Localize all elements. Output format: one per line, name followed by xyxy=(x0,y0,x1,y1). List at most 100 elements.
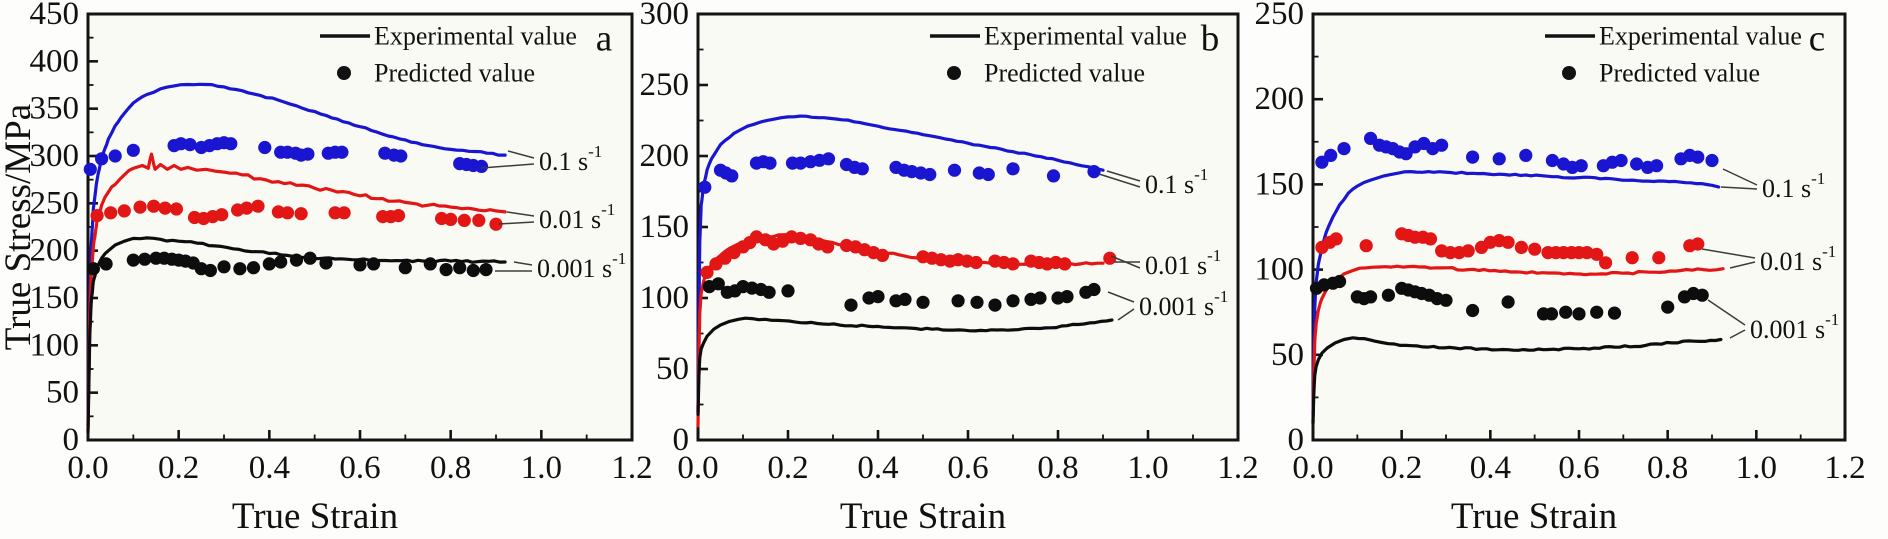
x-tick-label: 0.2 xyxy=(767,450,808,486)
x-tick-label: 0.2 xyxy=(158,450,199,486)
y-tick-label: 250 xyxy=(1255,0,1305,32)
x-tick-label: 0.4 xyxy=(1470,450,1511,486)
strain-rate-label: 0.1 s-1 xyxy=(1762,169,1825,203)
y-tick-label: 50 xyxy=(656,351,689,387)
annotation-0.1s: 0.1 s-1 xyxy=(480,142,602,176)
leader-line xyxy=(1110,255,1141,269)
y-tick-label: 100 xyxy=(640,280,690,316)
curve-0.001-s-1-experimental-value xyxy=(1311,336,1723,425)
x-tick-label: 0.4 xyxy=(857,450,898,486)
legend-label-experimental: Experimental value xyxy=(1599,22,1802,51)
y-tick-label: 200 xyxy=(30,233,80,269)
leader-line xyxy=(1106,170,1141,182)
curve-0.1-s-1-experimental-value xyxy=(1311,170,1721,416)
y-tick-label: 300 xyxy=(30,138,80,174)
legend-label-predicted: Predicted value xyxy=(374,59,535,88)
panel-b: 0.0 0.2 0.4 0.6 0.8 1.0 1.2 0 50 100 150 200 250 300 T… xyxy=(640,0,1259,537)
x-tick-label: 0.0 xyxy=(1292,450,1333,486)
y-tick-label: 350 xyxy=(30,91,80,127)
annotation-0.1s: 0.1 s-1 xyxy=(1720,168,1825,203)
dots-0.001-s-1-predicted-value xyxy=(86,251,493,278)
strain-rate-label: 0.001 s-1 xyxy=(1139,287,1228,321)
panel-letter: b xyxy=(1201,19,1220,60)
x-tick-label: 1.2 xyxy=(611,450,652,486)
legend-label-experimental: Experimental value xyxy=(374,22,577,51)
leader-line xyxy=(507,150,535,159)
leader-line xyxy=(506,211,535,217)
dots-0.1-s-1-predicted-value xyxy=(1315,131,1719,174)
x-axis-title: True Strain xyxy=(840,496,1006,537)
y-tick-label: 100 xyxy=(30,327,80,363)
curve-0.001-s-1-experimental-value xyxy=(696,316,1114,416)
panel-c: 0.0 0.2 0.4 0.6 0.8 1.0 1.2 0 50 100 150 200 250 True… xyxy=(1255,0,1866,537)
panel-letter: a xyxy=(596,19,612,60)
y-axis-title: True Stress/MPa xyxy=(0,104,39,350)
y-tick-label: 50 xyxy=(46,375,79,411)
x-tick-label: 1.0 xyxy=(1127,450,1168,486)
y-tick-label: 150 xyxy=(640,209,690,245)
dots-0.01-s-1-predicted-value xyxy=(700,230,1117,279)
x-axis-title: True Strain xyxy=(232,496,398,537)
x-tick-label: 1.2 xyxy=(1824,450,1865,486)
dots-0.1-s-1-predicted-value xyxy=(698,152,1101,194)
y-tick-label: 200 xyxy=(1255,81,1305,117)
legend-dot-sample xyxy=(947,66,961,80)
legend-dot-sample xyxy=(1562,66,1576,80)
leader-line xyxy=(1107,291,1135,303)
y-tick-label: 0 xyxy=(673,422,690,458)
x-tick-label: 0.6 xyxy=(1558,450,1599,486)
strain-rate-label: 0.001 s-1 xyxy=(1750,310,1839,344)
x-tick-label: 0.6 xyxy=(339,450,380,486)
annotation-0.01s: 0.01 s-1 xyxy=(1110,246,1221,280)
x-tick-label: 0.8 xyxy=(1647,450,1688,486)
legend: Experimental value Predicted value xyxy=(320,22,577,88)
annotation-0.001s: 0.001 s-1 xyxy=(1707,299,1839,344)
leader-line xyxy=(498,221,535,225)
annotation-0.01s: 0.01 s-1 xyxy=(1701,242,1836,276)
dots-0.1-s-1-predicted-value xyxy=(83,136,489,176)
axis-ticks xyxy=(696,12,1240,442)
x-tick-label: 0.0 xyxy=(677,450,718,486)
leader-line xyxy=(1117,308,1135,321)
y-tick-label: 250 xyxy=(640,67,690,103)
x-tick-label: 1.2 xyxy=(1217,450,1258,486)
y-tick-label: 0 xyxy=(63,422,80,458)
y-tick-label: 150 xyxy=(30,280,80,316)
legend-dot-sample xyxy=(337,66,351,80)
y-tick-label: 200 xyxy=(640,138,690,174)
strain-rate-label: 0.001 s-1 xyxy=(537,249,626,283)
leader-line xyxy=(480,163,535,169)
curve-0.001-s-1-experimental-value xyxy=(86,236,507,434)
panel-letter: c xyxy=(1809,19,1825,60)
leader-line xyxy=(513,261,533,266)
dots-0.001-s-1-predicted-value xyxy=(702,277,1101,312)
annotation-0.01s: 0.01 s-1 xyxy=(498,200,615,234)
y-tick-label: 250 xyxy=(30,185,80,221)
leader-line xyxy=(1729,261,1756,269)
leader-line xyxy=(1722,168,1758,186)
y-tick-label: 450 xyxy=(30,0,80,32)
plot-box xyxy=(696,12,1240,442)
legend: Experimental value Predicted value xyxy=(930,22,1187,88)
annotation-0.001s: 0.001 s-1 xyxy=(495,249,626,283)
x-axis-title: True Strain xyxy=(1451,496,1617,537)
x-tick-label: 0.0 xyxy=(67,450,108,486)
strain-rate-label: 0.01 s-1 xyxy=(1760,242,1836,276)
leader-line xyxy=(1707,299,1746,326)
annotation-0.001s: 0.001 s-1 xyxy=(1107,287,1228,321)
x-tick-label: 0.4 xyxy=(249,450,290,486)
x-tick-label: 0.6 xyxy=(947,450,988,486)
legend-label-experimental: Experimental value xyxy=(984,22,1187,51)
plot-box xyxy=(1311,12,1847,442)
dots-0.01-s-1-predicted-value xyxy=(90,199,503,231)
panel-a: 0.0 0.2 0.4 0.6 0.8 1.0 1.2 0 50 100 150 200 250 300 3… xyxy=(0,0,653,537)
x-tick-label: 0.8 xyxy=(1037,450,1078,486)
x-tick-label: 1.0 xyxy=(521,450,562,486)
y-tick-label: 50 xyxy=(1271,337,1304,373)
legend-label-predicted: Predicted value xyxy=(984,59,1145,88)
dots-0.001-s-1-predicted-value xyxy=(1309,274,1709,321)
y-tick-label: 150 xyxy=(1255,166,1305,202)
y-tick-label: 0 xyxy=(1288,422,1305,458)
strain-rate-label: 0.01 s-1 xyxy=(539,200,615,234)
